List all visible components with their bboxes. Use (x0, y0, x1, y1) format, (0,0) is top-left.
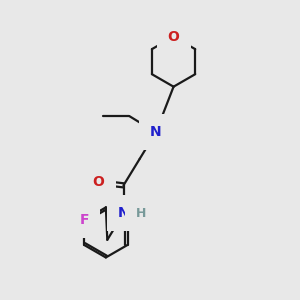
Text: N: N (150, 125, 162, 139)
Text: H: H (135, 207, 146, 220)
Text: N: N (118, 206, 129, 220)
Text: F: F (80, 213, 89, 227)
Text: O: O (168, 30, 179, 44)
Text: O: O (92, 176, 104, 189)
